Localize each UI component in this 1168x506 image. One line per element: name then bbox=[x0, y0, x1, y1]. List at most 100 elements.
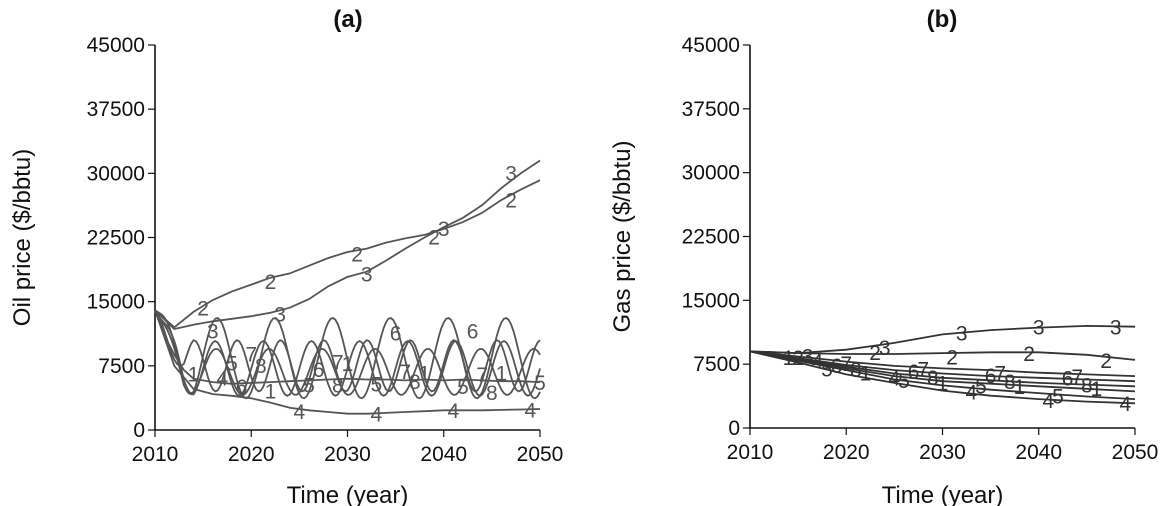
panel-a-series-label: 1 bbox=[342, 353, 354, 376]
panel-b-title: (b) bbox=[927, 6, 958, 33]
panel-a-series-label: 7 bbox=[399, 361, 411, 384]
panel-a-series-label: 6 bbox=[313, 359, 325, 382]
panel-b-series-line-8 bbox=[749, 350, 1136, 388]
panel-b-series-label: 8 bbox=[850, 359, 862, 382]
panel-a-series-label: 2 bbox=[428, 227, 440, 250]
panel-b-x-axis-title: Time (year) bbox=[882, 482, 1004, 506]
panel-a-series-label: 8 bbox=[409, 371, 421, 394]
panel-b-x-tick-label: 2030 bbox=[919, 441, 966, 464]
panel-a-series-label: 4 bbox=[525, 399, 537, 422]
panel-b-series-line-6 bbox=[749, 350, 1136, 383]
panel-a-series-label: 5 bbox=[534, 372, 546, 395]
panel-b-x-tick-label: 2020 bbox=[823, 441, 870, 464]
panel-a-series-label: 7 bbox=[332, 351, 344, 374]
panel-b-series-label: 8 bbox=[927, 367, 939, 390]
panel-b-series-label: 4 bbox=[812, 351, 824, 374]
panel-a-series-label: 3 bbox=[207, 321, 219, 344]
panel-b-series-label: 7 bbox=[840, 353, 852, 376]
panel-a-series-label: 4 bbox=[217, 368, 229, 391]
panel-b-series-label: 6 bbox=[831, 355, 843, 378]
panel-a-series-label: 5 bbox=[457, 376, 469, 399]
panel-a-series-label: 8 bbox=[255, 355, 267, 378]
panel-a-y-tick-label: 0 bbox=[133, 419, 145, 442]
panel-a-series-label: 7 bbox=[245, 344, 257, 367]
panel-b-series-label: 3 bbox=[956, 323, 968, 346]
panel-a-series-label: 8 bbox=[332, 375, 344, 398]
panel-a-series-label: 1 bbox=[496, 363, 508, 386]
panel-b-series-label: 3 bbox=[802, 346, 814, 369]
panel-a-series-label: 2 bbox=[351, 244, 363, 267]
panel-b-series-label: 2 bbox=[869, 342, 881, 365]
panel-a-series-label: 4 bbox=[371, 404, 383, 427]
panel-a-series-line-2 bbox=[154, 179, 541, 329]
panel-b-series-line-4 bbox=[749, 350, 1136, 405]
panel-b-y-tick-label: 37500 bbox=[682, 98, 740, 121]
panel-b-series-label: 4 bbox=[889, 368, 901, 391]
panel-b-y-tick-label: 30000 bbox=[682, 162, 740, 185]
panel-b-series-line-3 bbox=[749, 324, 1136, 355]
panel-a-series-line-6 bbox=[154, 309, 541, 400]
panel-b-series-label: 1 bbox=[860, 363, 872, 386]
panel-b-series-label: 3 bbox=[1110, 317, 1122, 340]
panel-b-y-axis-title: Gas price ($/bbtu) bbox=[609, 140, 636, 332]
panel-b-series-label: 7 bbox=[917, 358, 929, 381]
panel-a-series-label: 4 bbox=[448, 400, 460, 423]
panel-a-series-label: 1 bbox=[419, 363, 431, 386]
panel-b-y-tick-label: 0 bbox=[728, 417, 740, 440]
panel-b-series-line-7 bbox=[749, 350, 1136, 377]
panel-a-series-label: 6 bbox=[390, 322, 402, 345]
panel-b-series-label: 2 bbox=[1023, 343, 1035, 366]
panel-a-x-tick-label: 2010 bbox=[132, 443, 179, 466]
panel-a-series-line-7 bbox=[154, 309, 541, 393]
panel-a-series-label: 3 bbox=[361, 263, 373, 286]
panel-b-y-tick-label: 7500 bbox=[693, 353, 740, 376]
panel-a-series-label: 1 bbox=[265, 381, 277, 404]
panel-b-series-line-1 bbox=[749, 350, 1136, 393]
panel-a-series-label: 6 bbox=[467, 321, 479, 344]
panel-a-series-label: 7 bbox=[476, 364, 488, 387]
panel-b-y-tick-label: 22500 bbox=[682, 226, 740, 249]
panel-a-series-line-3 bbox=[154, 159, 541, 330]
panel-a-series-line-4 bbox=[154, 309, 541, 415]
panel-b-x-tick-label: 2050 bbox=[1112, 441, 1159, 464]
panel-b-series-label: 6 bbox=[908, 361, 920, 384]
panel-b-series-label: 2 bbox=[1100, 350, 1112, 373]
panel-b-series-line-5 bbox=[749, 350, 1136, 400]
panel-b-x-tick-label: 2040 bbox=[1015, 441, 1062, 464]
panel-a-series-label: 3 bbox=[505, 162, 517, 185]
panel-b-series-label: 5 bbox=[1052, 386, 1064, 409]
panel-a-x-tick-label: 2040 bbox=[420, 443, 467, 466]
panel-a-series-label: 3 bbox=[274, 304, 286, 327]
panel-a-series-label: 2 bbox=[197, 298, 209, 321]
panel-b-series-label: 3 bbox=[879, 337, 891, 360]
panel-b-series-label: 1 bbox=[1014, 376, 1026, 399]
panel-a-series-label: 2 bbox=[505, 190, 517, 213]
panel-a-y-tick-label: 22500 bbox=[87, 227, 145, 250]
panel-a-series-line-8 bbox=[154, 309, 541, 396]
panel-a-series-label: 5 bbox=[226, 352, 238, 375]
panel-b-series-label: 4 bbox=[1120, 393, 1132, 416]
panel-b-series-label: 6 bbox=[985, 365, 997, 388]
panel-a-x-axis-title: Time (year) bbox=[287, 482, 409, 506]
panel-a-series-label: 5 bbox=[303, 375, 315, 398]
panel-b-series-label: 8 bbox=[1004, 371, 1016, 394]
panel-a-x-tick-label: 2030 bbox=[324, 443, 371, 466]
panel-b-series-label: 7 bbox=[994, 363, 1006, 386]
panel-b-series-label: 6 bbox=[1062, 368, 1074, 391]
panel-a-y-tick-label: 30000 bbox=[87, 162, 145, 185]
panel-a-series-label: 5 bbox=[371, 374, 383, 397]
panel-b-series-label: 5 bbox=[975, 375, 987, 398]
panel-a-x-tick-label: 2050 bbox=[517, 443, 564, 466]
panel-b-series-label: 1 bbox=[783, 347, 795, 370]
panel-b-series-label: 5 bbox=[821, 358, 833, 381]
panel-b-series-label: 7 bbox=[1071, 366, 1083, 389]
panel-b-series-label: 4 bbox=[1043, 390, 1055, 413]
panel-b-y-tick-label: 15000 bbox=[682, 289, 740, 312]
panel-a-y-axis-title: Oil price ($/bbtu) bbox=[9, 149, 36, 326]
panel-b-series-label: 2 bbox=[792, 347, 804, 370]
panel-a-title: (a) bbox=[333, 6, 362, 33]
panel-b-x-tick-label: 2010 bbox=[727, 441, 774, 464]
panel-b-series-label: 8 bbox=[1081, 374, 1093, 397]
panel-a-series-label: 8 bbox=[486, 382, 498, 405]
panel-a-series-label: 6 bbox=[236, 376, 248, 399]
